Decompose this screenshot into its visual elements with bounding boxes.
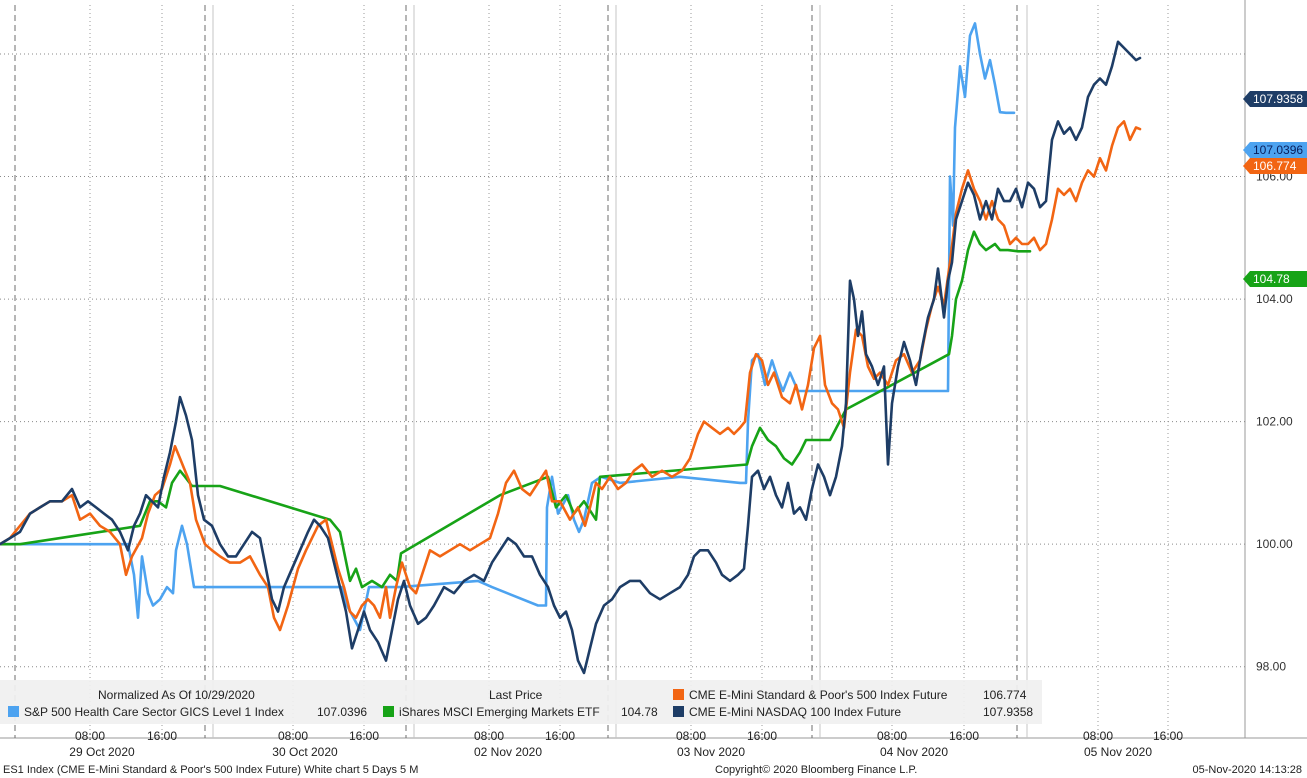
legend-box <box>0 680 1042 724</box>
x-time-label: 08:00 <box>1083 729 1113 743</box>
y-tick-label: 100.00 <box>1256 537 1293 551</box>
x-day-label: 02 Nov 2020 <box>474 745 542 759</box>
legend-series-value: 104.78 <box>621 705 658 719</box>
x-time-label: 08:00 <box>877 729 907 743</box>
x-time-label: 08:00 <box>474 729 504 743</box>
last-value-tag: 107.0396 <box>1243 142 1307 158</box>
last-value-tag: 107.9358 <box>1243 91 1307 107</box>
last-value-tag-bg <box>1243 158 1307 174</box>
footer-description: ES1 Index (CME E-Mini Standard & Poor's … <box>3 764 419 776</box>
last-value-tag-text: 107.9358 <box>1253 92 1303 106</box>
x-time-label: 08:00 <box>676 729 706 743</box>
x-day-label: 30 Oct 2020 <box>272 745 338 759</box>
last-value-tag: 104.78 <box>1243 271 1307 287</box>
footer-timestamp: 05-Nov-2020 14:13:28 <box>1192 764 1302 776</box>
last-value-tag-text: 104.78 <box>1253 272 1290 286</box>
last-value-tag-bg <box>1243 271 1307 287</box>
y-tick-label: 98.00 <box>1256 660 1286 674</box>
x-day-label: 03 Nov 2020 <box>677 745 745 759</box>
last-value-tag-bg <box>1243 91 1307 107</box>
y-tick-label: 102.00 <box>1256 415 1293 429</box>
last-value-tag-text: 107.0396 <box>1253 143 1303 157</box>
footer-copyright: Copyright© 2020 Bloomberg Finance L.P. <box>715 764 918 776</box>
x-time-label: 16:00 <box>545 729 575 743</box>
last-value-tag-bg <box>1243 142 1307 158</box>
legend-series-name: iShares MSCI Emerging Markets ETF <box>399 705 600 719</box>
y-tick-label: 104.00 <box>1256 292 1293 306</box>
legend-last-price-label: Last Price <box>489 688 543 702</box>
legend-series-value: 107.9358 <box>983 705 1033 719</box>
series-line <box>0 230 1032 589</box>
x-time-label: 16:00 <box>147 729 177 743</box>
legend-swatch <box>673 689 684 700</box>
legend-series-value: 106.774 <box>983 688 1027 702</box>
legend-swatch <box>8 706 19 717</box>
series-line <box>0 22 1016 632</box>
legend-series-name: S&P 500 Health Care Sector GICS Level 1 … <box>24 705 284 719</box>
x-day-label: 04 Nov 2020 <box>880 745 948 759</box>
last-value-tag: 106.774 <box>1243 158 1307 174</box>
x-time-label: 08:00 <box>278 729 308 743</box>
legend-normalized-label: Normalized As Of 10/29/2020 <box>98 688 255 702</box>
x-time-label: 16:00 <box>1153 729 1183 743</box>
last-value-tag-text: 106.774 <box>1253 159 1297 173</box>
series-line <box>0 120 1142 632</box>
x-time-label: 08:00 <box>75 729 105 743</box>
x-time-label: 16:00 <box>349 729 379 743</box>
x-time-label: 16:00 <box>949 729 979 743</box>
series-line <box>0 40 1142 675</box>
legend-series-value: 107.0396 <box>317 705 367 719</box>
plot-area <box>0 0 1245 728</box>
x-day-label: 29 Oct 2020 <box>69 745 135 759</box>
legend-series-name: CME E-Mini Standard & Poor's 500 Index F… <box>689 688 948 702</box>
legend-series-name: CME E-Mini NASDAQ 100 Index Future <box>689 705 901 719</box>
legend-swatch <box>673 706 684 717</box>
x-time-label: 16:00 <box>747 729 777 743</box>
legend-swatch <box>383 706 394 717</box>
x-day-label: 05 Nov 2020 <box>1084 745 1152 759</box>
